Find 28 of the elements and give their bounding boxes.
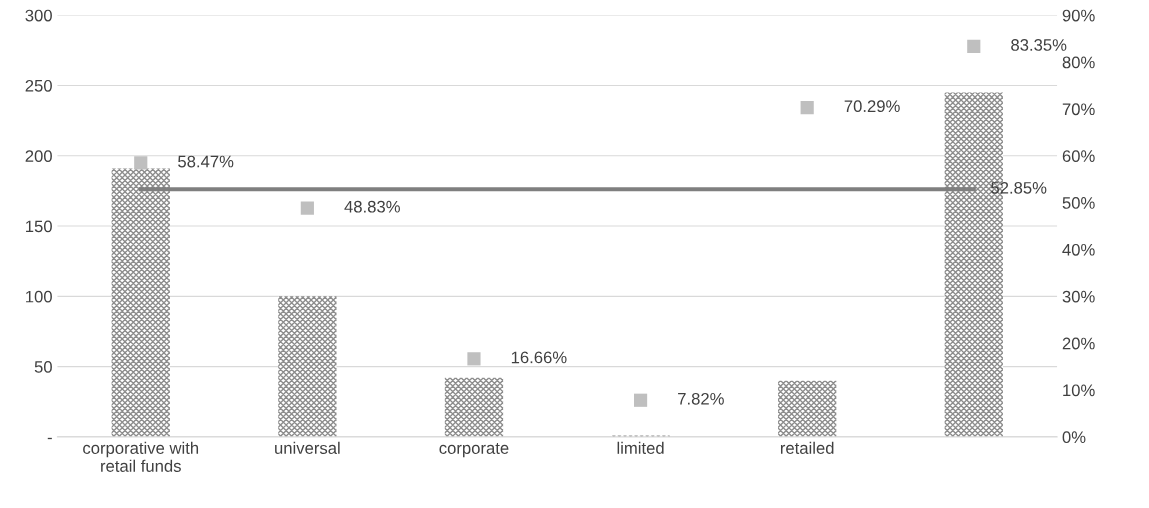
y2-tick-label: 30% bbox=[1062, 290, 1095, 303]
y2-tick-label: 80% bbox=[1062, 56, 1095, 69]
data-label: 48.83% bbox=[344, 200, 400, 213]
y2-tick-label: 60% bbox=[1062, 150, 1095, 162]
y2-tick-label: 70% bbox=[1062, 103, 1095, 116]
y2-tick-label: 50% bbox=[1062, 197, 1095, 209]
y-tick-label: 50 bbox=[34, 361, 52, 373]
data-label: 58.47% bbox=[178, 155, 234, 168]
y-tick-label: 300 bbox=[25, 9, 52, 22]
y2-tick-label: 90% bbox=[1062, 9, 1095, 22]
y-tick-label: 200 bbox=[25, 150, 52, 162]
y2-tick-label: 40% bbox=[1062, 243, 1095, 256]
x-tick-label: corporative with retail funds bbox=[83, 441, 199, 472]
data-label: 16.66% bbox=[511, 351, 567, 364]
x-tick-label: limited bbox=[617, 441, 664, 454]
y-tick-label: 250 bbox=[25, 79, 52, 92]
x-tick-label: universal bbox=[275, 441, 340, 454]
data-label: 83.35% bbox=[1011, 39, 1067, 51]
data-label: 70.29% bbox=[844, 100, 900, 113]
x-tick-label: corporate bbox=[439, 443, 509, 458]
y2-tick-label: 0% bbox=[1062, 431, 1086, 444]
y2-tick-label: 20% bbox=[1062, 337, 1095, 350]
y-tick-label: - bbox=[47, 437, 52, 440]
y-tick-label: 100 bbox=[26, 290, 52, 303]
y2-tick-label: 10% bbox=[1063, 384, 1095, 397]
y-tick-label: 150 bbox=[26, 220, 52, 233]
data-label: 7.82% bbox=[678, 392, 724, 405]
x-tick-label: retailed bbox=[780, 441, 834, 454]
